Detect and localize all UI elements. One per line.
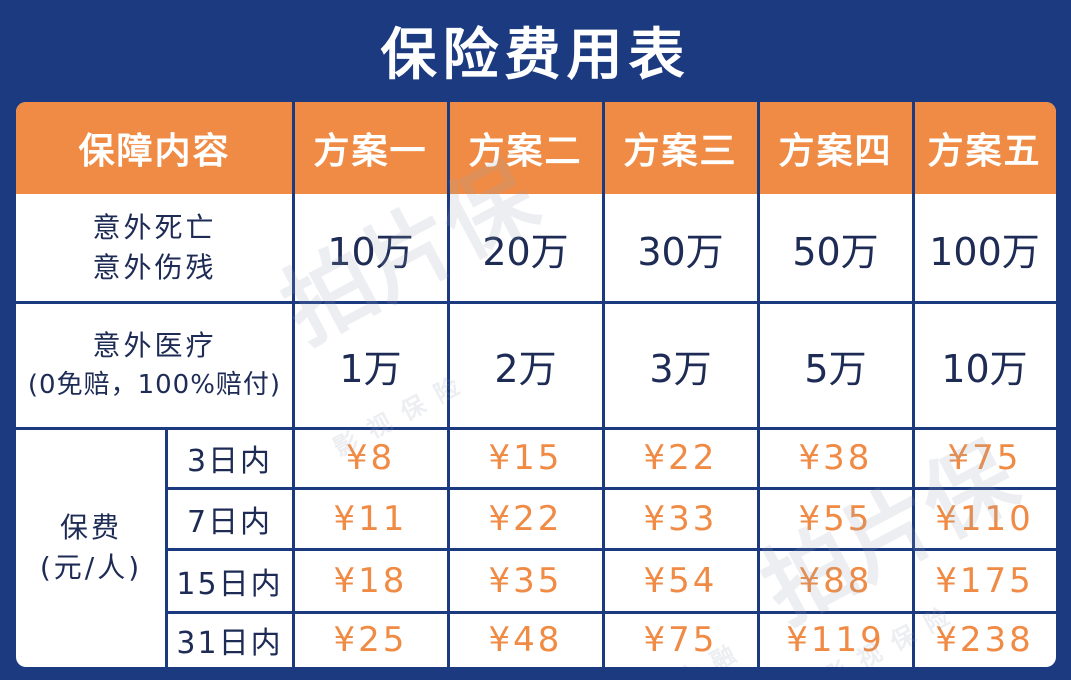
death-value-plan-2: 20万 (482, 229, 569, 274)
grid-divider (292, 102, 295, 667)
label-death: 意外死亡 (92, 211, 217, 244)
period-3-days: 3日内 (186, 444, 273, 479)
label-medical-terms: (0免赔，100%赔付) (27, 370, 282, 400)
grid-divider (165, 487, 1056, 490)
price-31d-plan-2: ¥48 (488, 619, 563, 660)
price-15d-plan-3: ¥54 (643, 560, 718, 601)
grid-divider (16, 301, 1056, 304)
death-value-plan-3: 30万 (637, 229, 724, 274)
death-value-plan-4: 50万 (792, 229, 879, 274)
price-3d-plan-2: ¥15 (488, 438, 563, 478)
medical-value-plan-2: 2万 (494, 346, 557, 391)
label-premium-unit: (元/人) (39, 550, 143, 584)
header-plan-1: 方案一 (313, 131, 428, 172)
price-3d-plan-5: ¥75 (947, 438, 1022, 478)
label-premium: 保费 (59, 510, 122, 544)
price-3d-plan-4: ¥38 (798, 438, 873, 478)
price-7d-plan-2: ¥22 (488, 498, 563, 539)
price-7d-plan-3: ¥33 (643, 498, 718, 539)
table-header-row (16, 102, 1056, 194)
grid-divider (757, 102, 760, 667)
price-7d-plan-1: ¥11 (333, 498, 408, 539)
header-plan-4: 方案四 (778, 131, 893, 172)
page-title: 保险费用表 (380, 22, 691, 88)
price-15d-plan-5: ¥175 (935, 560, 1034, 601)
medical-value-plan-3: 3万 (649, 346, 712, 391)
price-7d-plan-5: ¥110 (935, 498, 1034, 539)
price-3d-plan-1: ¥8 (345, 438, 396, 478)
price-31d-plan-5: ¥238 (935, 619, 1034, 660)
price-15d-plan-1: ¥18 (333, 560, 408, 601)
medical-value-plan-1: 1万 (339, 346, 402, 391)
price-7d-plan-4: ¥55 (798, 498, 873, 539)
death-value-plan-1: 10万 (327, 229, 414, 274)
grid-divider (16, 427, 1056, 430)
death-value-plan-5: 100万 (929, 229, 1040, 274)
price-31d-plan-4: ¥119 (786, 619, 885, 660)
row-label-premium: 保费 (元/人) (16, 428, 166, 667)
medical-value-plan-4: 5万 (804, 346, 867, 391)
header-plan-3: 方案三 (623, 131, 738, 172)
price-3d-plan-3: ¥22 (643, 438, 718, 478)
period-7-days: 7日内 (186, 504, 273, 540)
header-plan-2: 方案二 (468, 131, 583, 172)
header-coverage: 保障内容 (78, 131, 231, 172)
grid-divider (447, 102, 450, 667)
grid-divider (165, 428, 168, 667)
price-31d-plan-3: ¥75 (643, 619, 718, 660)
grid-divider (912, 102, 915, 667)
row-label-medical: 意外医疗 (0免赔，100%赔付) (16, 302, 293, 428)
price-15d-plan-4: ¥88 (798, 560, 873, 601)
period-31-days: 31日内 (176, 625, 283, 661)
row-label-death: 意外死亡 意外伤残 (16, 194, 293, 302)
grid-divider (165, 611, 1056, 614)
label-medical: 意外医疗 (92, 329, 217, 362)
price-31d-plan-1: ¥25 (333, 619, 408, 660)
price-15d-plan-2: ¥35 (488, 560, 563, 601)
header-plan-5: 方案五 (927, 131, 1042, 172)
medical-value-plan-5: 10万 (941, 346, 1028, 391)
grid-divider (602, 102, 605, 667)
insurance-table: 保障内容 方案一 方案二 方案三 方案四 方案五 意外死亡 意外伤残 10万 2… (16, 102, 1056, 667)
grid-divider (165, 548, 1056, 551)
label-disability: 意外伤残 (92, 251, 217, 284)
period-15-days: 15日内 (176, 566, 283, 602)
